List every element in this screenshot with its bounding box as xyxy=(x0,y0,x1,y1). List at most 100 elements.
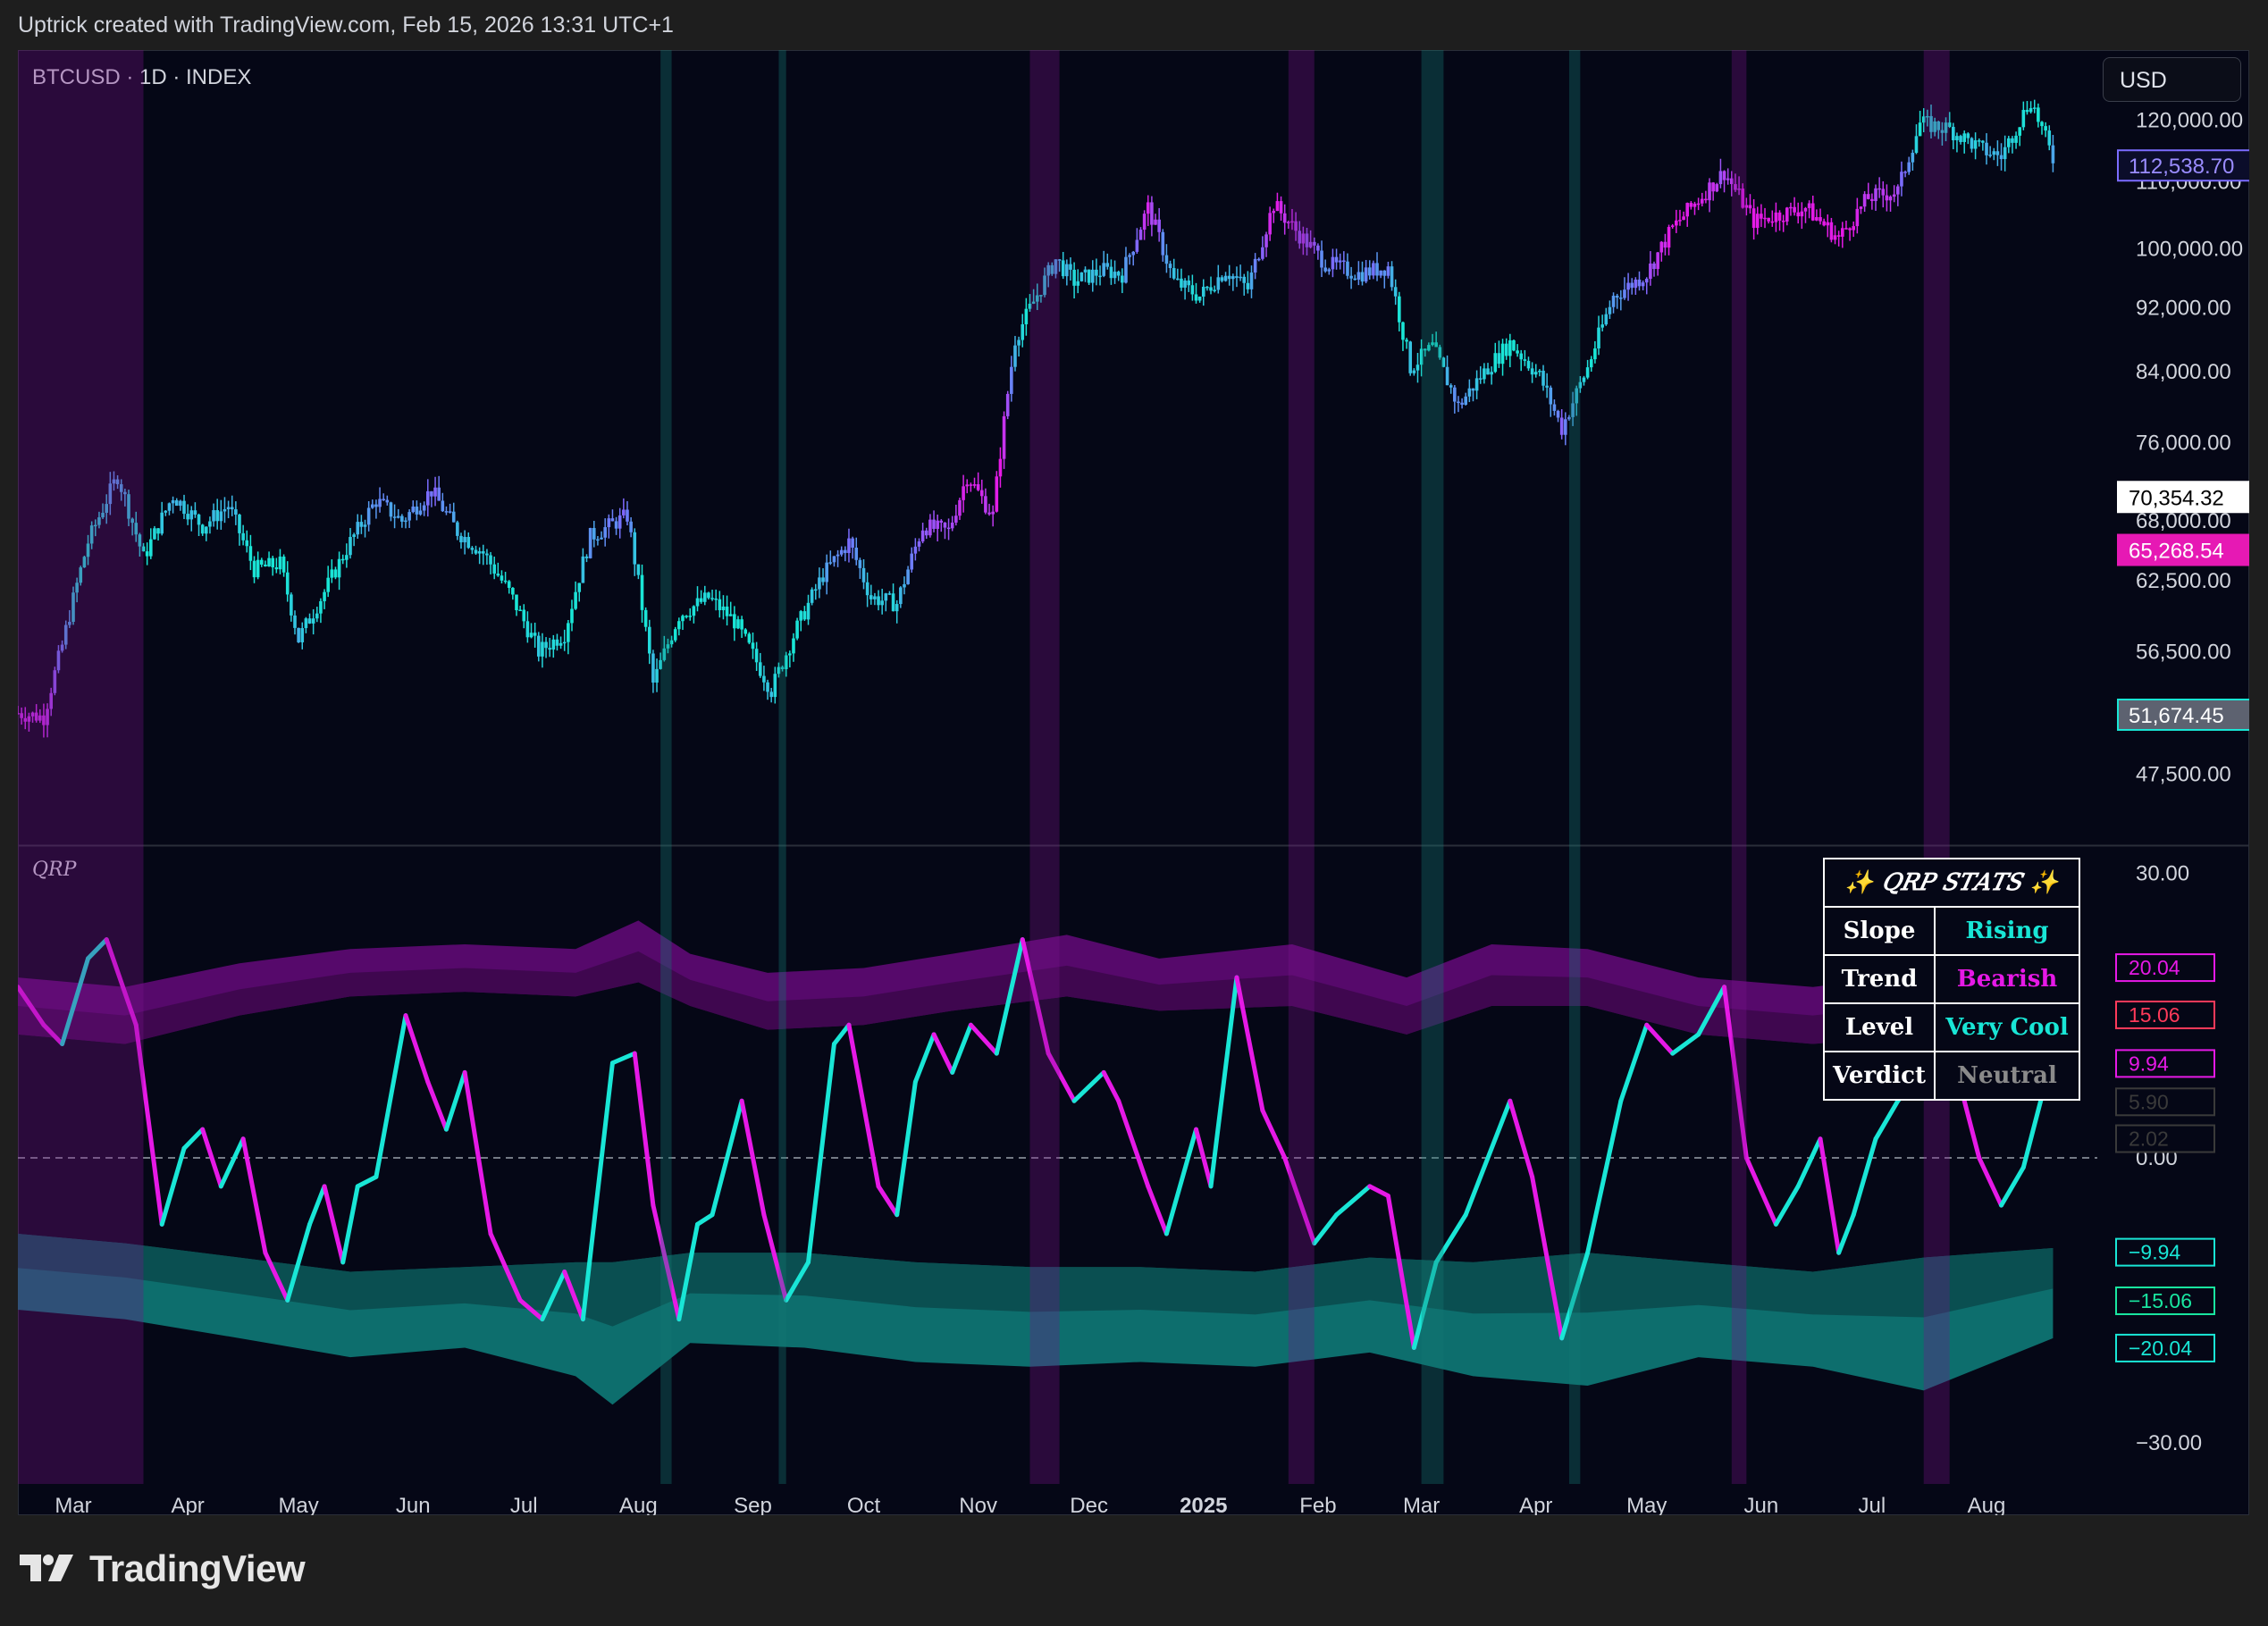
price-label-text: 70,354.32 xyxy=(2129,486,2224,510)
candle-body xyxy=(1829,222,1834,240)
candle-body xyxy=(1076,281,1080,286)
oscillator-segment xyxy=(1530,1174,1565,1341)
candle-body xyxy=(1571,403,1575,417)
currency-button[interactable]: USD xyxy=(2103,57,2241,102)
candle-body xyxy=(1589,359,1593,368)
candle-body xyxy=(562,641,567,644)
candle-body xyxy=(2014,135,2018,143)
candle-body xyxy=(1995,151,2000,155)
candle-body xyxy=(1663,241,1667,248)
highlight-column xyxy=(1568,50,1581,1484)
candle-body xyxy=(1061,260,1065,277)
candle-body xyxy=(1327,269,1331,272)
candle-body xyxy=(972,484,977,486)
candle-body xyxy=(156,528,160,534)
candle-body xyxy=(574,591,577,609)
candle-body xyxy=(1386,266,1390,276)
oscillator-segment xyxy=(1146,1184,1169,1236)
watermark-header: Uptrick created with TradingView.com, Fe… xyxy=(18,13,674,38)
candle-body xyxy=(112,479,116,484)
candle-body xyxy=(1190,285,1195,295)
candle-body xyxy=(2032,107,2037,109)
qrp-oscillator-pane: 30.000.00−30.0020.0415.069.945.902.02−9.… xyxy=(18,861,2215,1455)
candle-body xyxy=(895,604,899,612)
candle-body xyxy=(1914,136,1919,154)
candle-body xyxy=(123,491,127,495)
candle-body xyxy=(1708,182,1711,201)
candle-body xyxy=(319,600,323,614)
candle-body xyxy=(1649,263,1652,280)
candle-body xyxy=(780,666,785,670)
oscillator-segment xyxy=(1585,1098,1624,1255)
level-label: −20.04 xyxy=(2115,1333,2215,1362)
candle-body xyxy=(1272,211,1276,214)
price-tick-label: 68,000.00 xyxy=(2136,509,2231,533)
candle-body xyxy=(769,691,773,698)
candle-body xyxy=(1970,138,1974,149)
oscillator-segment xyxy=(1743,1155,1778,1227)
candle-body xyxy=(1323,267,1327,272)
oscillator-segment xyxy=(425,1079,449,1132)
candle-body xyxy=(71,592,75,623)
candle-body xyxy=(880,600,884,606)
oscillator-segment xyxy=(1851,1136,1878,1218)
candle-body xyxy=(1021,323,1025,340)
candle-body xyxy=(718,599,722,610)
candle-body xyxy=(281,557,286,573)
oscillator-segment xyxy=(307,1184,327,1227)
candle-body xyxy=(795,620,799,639)
candle-body xyxy=(1474,378,1479,391)
oscillator-segment xyxy=(580,1060,615,1322)
candle-body xyxy=(788,653,792,656)
candle-body xyxy=(385,499,390,503)
candle-body xyxy=(1559,417,1564,435)
price-label-box xyxy=(2117,481,2249,514)
candle-body xyxy=(677,621,681,630)
candle-body xyxy=(1870,198,1874,202)
candle-body xyxy=(315,613,319,619)
candle-body xyxy=(515,594,518,610)
candle-body xyxy=(1035,295,1039,302)
oscillator-segment xyxy=(355,1174,379,1189)
candle-body xyxy=(913,546,918,554)
candle-body xyxy=(212,510,215,522)
time-axis-label: Mar xyxy=(1403,1494,1440,1515)
highlight-column xyxy=(1029,50,1060,1484)
candle-body xyxy=(1755,214,1760,229)
candle-body xyxy=(1357,272,1361,281)
candle-body xyxy=(1412,370,1416,373)
candle-body xyxy=(89,525,94,544)
candle-body xyxy=(56,650,61,671)
candle-body xyxy=(345,555,349,560)
candle-body xyxy=(529,633,533,638)
time-axis-label: Apr xyxy=(1519,1494,1552,1515)
candle-body xyxy=(844,549,847,554)
candle-body xyxy=(1597,327,1600,348)
chart-svg[interactable]: 120,000.00110,000.00100,000.0092,000.008… xyxy=(18,50,2249,1515)
candle-body xyxy=(1268,213,1272,235)
candle-body xyxy=(1689,203,1693,207)
oscillator-segment xyxy=(218,1136,246,1189)
candle-body xyxy=(1090,269,1095,283)
oscillator-segment xyxy=(1463,1098,1513,1218)
candle-body xyxy=(1301,233,1306,244)
candle-body xyxy=(984,496,987,513)
highlight-column xyxy=(1288,50,1315,1484)
candle-body xyxy=(1235,276,1239,279)
candle-body xyxy=(1471,388,1475,391)
candle-body xyxy=(1065,264,1069,277)
candle-body xyxy=(2029,108,2033,113)
candle-body xyxy=(1253,258,1257,273)
tradingview-footer[interactable]: TradingView xyxy=(20,1547,306,1590)
candle-body xyxy=(234,509,238,515)
candle-body xyxy=(68,622,71,625)
candle-body xyxy=(300,628,305,642)
candle-body xyxy=(1611,296,1616,307)
level-label-text: 9.94 xyxy=(2129,1052,2169,1075)
oscillator-segment xyxy=(1559,1250,1591,1341)
price-pane: 120,000.00110,000.00100,000.0092,000.008… xyxy=(18,99,2249,787)
highlight-column xyxy=(1923,50,1950,1484)
candle-body xyxy=(1131,251,1136,256)
candle-body xyxy=(1197,296,1202,301)
candle-body xyxy=(141,546,146,552)
